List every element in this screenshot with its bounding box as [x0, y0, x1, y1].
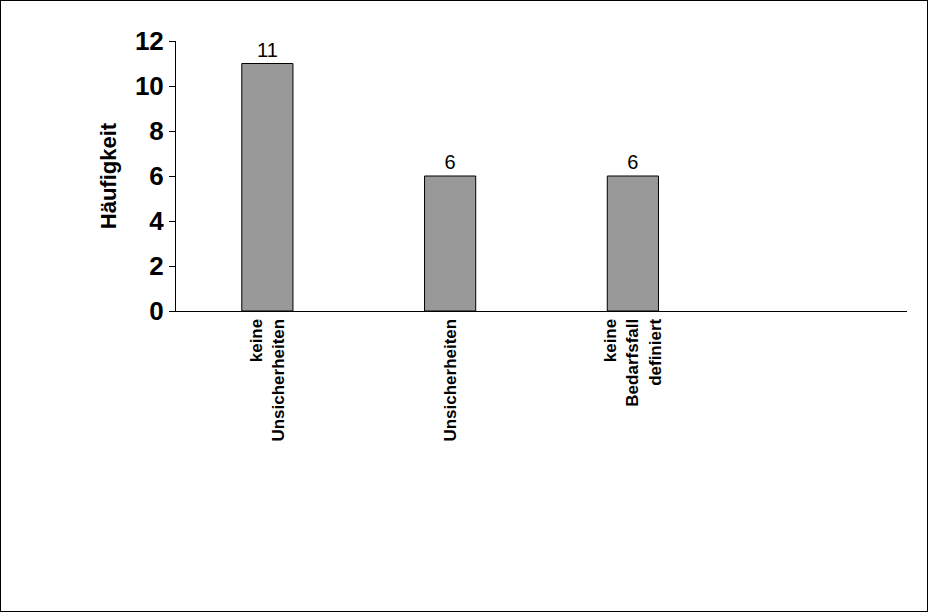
svg-text:Unsicherheiten: Unsicherheiten — [441, 319, 460, 442]
svg-text:4: 4 — [149, 206, 164, 236]
svg-text:8: 8 — [149, 116, 163, 146]
svg-text:11: 11 — [257, 39, 278, 61]
svg-text:6: 6 — [627, 151, 638, 173]
svg-text:0: 0 — [149, 296, 163, 326]
svg-text:6: 6 — [445, 151, 456, 173]
svg-text:keineBedarfsfalldefiniert: keineBedarfsfalldefiniert — [601, 318, 664, 406]
svg-text:10: 10 — [135, 71, 164, 101]
svg-text:Häufigkeit: Häufigkeit — [96, 122, 121, 229]
svg-text:2: 2 — [149, 251, 163, 281]
svg-text:12: 12 — [135, 26, 164, 56]
svg-text:keineUnsicherheiten: keineUnsicherheiten — [247, 319, 288, 442]
svg-text:6: 6 — [149, 161, 163, 191]
